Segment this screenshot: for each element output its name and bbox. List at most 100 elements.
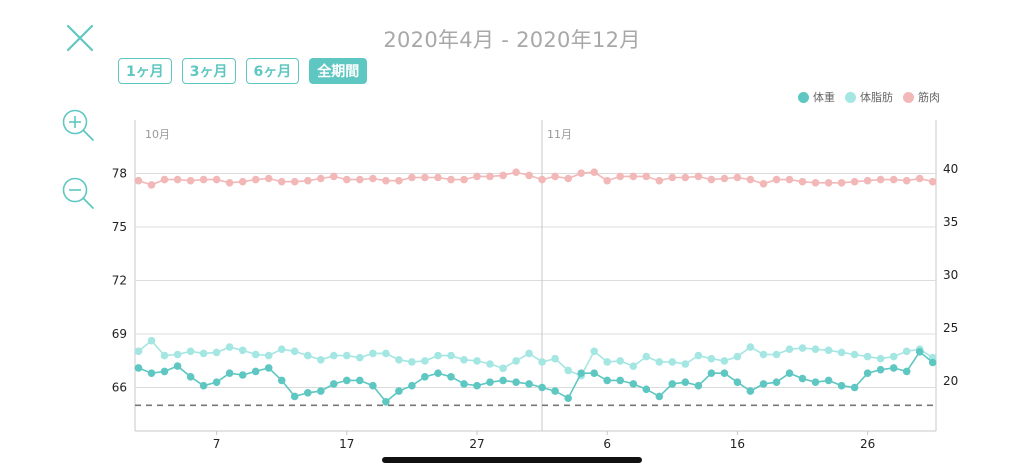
data-point-weight xyxy=(160,367,169,376)
data-point-muscle xyxy=(733,173,742,182)
close-icon[interactable] xyxy=(64,22,96,54)
data-point-muscle xyxy=(616,172,624,181)
data-point-muscle xyxy=(707,175,716,184)
data-point-body-fat xyxy=(551,354,559,363)
data-point-weight xyxy=(499,376,507,385)
data-point-body-fat xyxy=(850,350,859,359)
data-point-body-fat xyxy=(902,347,911,356)
range-6-months-button[interactable]: 6ヶ月 xyxy=(245,58,300,84)
zoom-in-icon[interactable] xyxy=(60,107,98,145)
data-point-muscle xyxy=(238,177,247,186)
data-point-body-fat xyxy=(655,358,664,366)
data-point-body-fat xyxy=(290,347,299,356)
data-point-weight xyxy=(473,381,481,390)
legend-dot-weight xyxy=(798,91,809,103)
data-point-muscle xyxy=(290,177,299,186)
data-point-body-fat xyxy=(317,356,325,364)
data-point-weight xyxy=(447,373,455,381)
data-point-weight xyxy=(590,369,598,378)
data-point-muscle xyxy=(759,180,768,188)
legend-item-weight: 体重 xyxy=(798,89,835,105)
series-weight xyxy=(134,348,937,406)
home-indicator xyxy=(382,457,642,463)
legend-item-body-fat: 体脂肪 xyxy=(845,89,893,105)
data-point-body-fat xyxy=(694,351,703,360)
data-point-weight xyxy=(317,387,325,395)
data-point-weight xyxy=(824,376,833,385)
data-point-body-fat xyxy=(603,358,611,366)
data-point-body-fat xyxy=(733,352,742,361)
data-point-body-fat xyxy=(369,349,377,358)
data-point-body-fat xyxy=(746,343,755,351)
data-point-body-fat xyxy=(720,357,729,365)
legend-label-weight: 体重 xyxy=(813,91,835,104)
data-point-muscle xyxy=(369,174,377,183)
y-left-tick-label: 72 xyxy=(112,274,127,288)
data-point-body-fat xyxy=(811,345,820,354)
data-point-weight xyxy=(277,376,286,385)
data-point-weight xyxy=(395,387,403,395)
data-point-body-fat xyxy=(590,347,598,356)
data-point-body-fat xyxy=(798,344,807,352)
data-point-muscle xyxy=(811,179,820,187)
data-point-muscle xyxy=(837,179,846,187)
data-point-muscle xyxy=(343,175,351,184)
data-point-weight xyxy=(889,364,898,372)
data-point-weight xyxy=(603,376,611,385)
data-point-weight xyxy=(642,385,651,394)
data-point-weight xyxy=(629,380,638,388)
data-point-weight xyxy=(330,380,338,388)
data-point-muscle xyxy=(785,175,794,184)
data-point-body-fat xyxy=(447,351,455,360)
data-point-weight xyxy=(251,367,260,376)
data-point-body-fat xyxy=(512,357,520,365)
data-point-body-fat xyxy=(251,350,260,359)
zoom-out-icon[interactable] xyxy=(60,175,98,213)
data-point-body-fat xyxy=(395,356,403,364)
data-point-muscle xyxy=(160,175,169,184)
x-tick-label: 26 xyxy=(860,437,875,451)
range-3-months-button[interactable]: 3ヶ月 xyxy=(181,58,236,84)
data-point-muscle xyxy=(525,171,533,180)
x-tick-label: 16 xyxy=(730,437,745,451)
data-point-muscle xyxy=(251,175,260,184)
data-point-weight xyxy=(720,369,729,378)
data-point-weight xyxy=(837,381,846,390)
data-point-weight xyxy=(421,373,429,381)
y-right-tick-label: 40 xyxy=(943,162,958,176)
data-point-body-fat xyxy=(525,349,533,358)
data-point-body-fat xyxy=(212,348,221,357)
data-point-weight xyxy=(681,378,690,387)
data-point-muscle xyxy=(317,174,325,183)
data-point-muscle xyxy=(447,175,455,184)
data-point-body-fat xyxy=(382,349,390,358)
data-point-muscle xyxy=(304,176,312,185)
data-point-muscle xyxy=(264,174,273,183)
data-point-weight xyxy=(512,378,520,387)
data-point-muscle xyxy=(199,175,208,184)
data-point-body-fat xyxy=(538,358,546,366)
chart-legend: 体重 体脂肪 筋肉 xyxy=(798,89,940,105)
data-point-body-fat xyxy=(681,360,690,368)
data-point-weight xyxy=(746,387,755,395)
data-point-weight xyxy=(434,369,442,378)
data-point-weight xyxy=(408,381,416,390)
data-point-muscle xyxy=(720,174,729,183)
data-point-body-fat xyxy=(629,362,638,371)
data-point-body-fat xyxy=(759,350,768,359)
legend-label-muscle: 筋肉 xyxy=(918,91,940,104)
data-point-body-fat xyxy=(225,343,234,351)
data-point-weight xyxy=(902,367,911,376)
data-point-body-fat xyxy=(421,357,429,365)
data-point-muscle xyxy=(603,176,611,185)
data-point-muscle xyxy=(655,176,664,185)
data-point-weight xyxy=(356,376,364,385)
range-all-button[interactable]: 全期間 xyxy=(309,58,368,84)
data-point-body-fat xyxy=(356,353,364,362)
data-point-body-fat xyxy=(147,336,156,345)
data-point-muscle xyxy=(134,176,143,185)
data-point-weight xyxy=(369,381,377,390)
range-1-month-button[interactable]: 1ヶ月 xyxy=(118,58,172,84)
month-label: 11月 xyxy=(547,128,572,141)
